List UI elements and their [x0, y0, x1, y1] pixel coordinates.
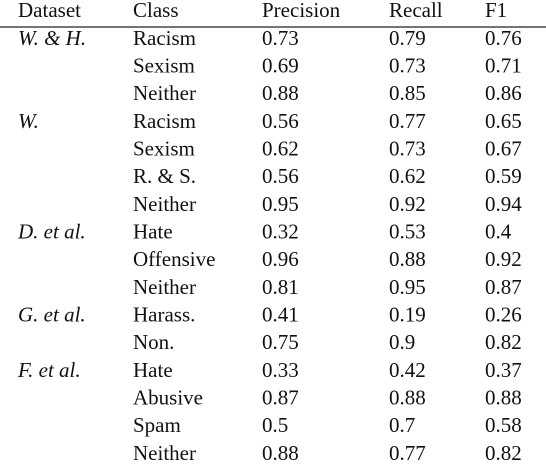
metric-cell: 0.19: [389, 303, 426, 327]
class-cell: Spam: [133, 413, 181, 437]
metric-cell: 0.88: [389, 247, 426, 271]
metric-cell: 0.65: [485, 109, 522, 133]
class-cell: Neither: [133, 81, 196, 105]
metric-cell: 0.85: [389, 81, 426, 105]
metric-cell: 0.62: [389, 164, 426, 188]
metric-cell: 0.75: [262, 330, 299, 354]
metric-cell: 0.81: [262, 275, 299, 299]
metric-cell: 0.86: [485, 81, 522, 105]
metric-cell: 0.88: [262, 441, 299, 464]
dataset-cell: W. & H.: [18, 26, 86, 50]
metric-cell: 0.92: [389, 192, 426, 216]
class-cell: Non.: [133, 330, 174, 354]
metric-cell: 0.73: [389, 53, 426, 77]
class-cell: Neither: [133, 192, 196, 216]
metric-cell: 0.33: [262, 358, 299, 382]
metric-cell: 0.94: [485, 192, 522, 216]
class-cell: Offensive: [133, 247, 215, 271]
class-cell: Sexism: [133, 53, 195, 77]
header-cell: F1: [485, 0, 507, 22]
metric-cell: 0.42: [389, 358, 426, 382]
metric-cell: 0.9: [389, 330, 415, 354]
metric-cell: 0.58: [485, 413, 522, 437]
header-cell: Precision: [262, 0, 341, 22]
metric-cell: 0.41: [262, 303, 299, 327]
metric-cell: 0.88: [485, 386, 522, 410]
class-cell: Neither: [133, 275, 196, 299]
metric-cell: 0.53: [389, 220, 426, 244]
header-cell: Recall: [389, 0, 443, 22]
metric-cell: 0.82: [485, 441, 522, 464]
metric-cell: 0.79: [389, 26, 426, 50]
metric-cell: 0.87: [485, 275, 522, 299]
class-cell: Racism: [133, 26, 196, 50]
class-cell: R. & S.: [133, 164, 196, 188]
metric-cell: 0.5: [262, 413, 288, 437]
metric-cell: 0.76: [485, 26, 522, 50]
metric-cell: 0.26: [485, 303, 522, 327]
class-cell: Harass.: [133, 303, 195, 327]
class-cell: Sexism: [133, 136, 195, 160]
metric-cell: 0.37: [485, 358, 522, 382]
dataset-cell: W.: [18, 109, 39, 133]
metric-cell: 0.71: [485, 53, 522, 77]
metric-cell: 0.56: [262, 164, 299, 188]
class-cell: Abusive: [133, 386, 203, 410]
metric-cell: 0.7: [389, 413, 415, 437]
dataset-cell: G. et al.: [18, 303, 86, 327]
class-cell: Hate: [133, 358, 173, 382]
metric-cell: 0.59: [485, 164, 522, 188]
class-cell: Hate: [133, 220, 173, 244]
metric-cell: 0.92: [485, 247, 522, 271]
metric-cell: 0.96: [262, 247, 299, 271]
metric-cell: 0.56: [262, 109, 299, 133]
dataset-cell: D. et al.: [17, 220, 86, 244]
header-cell: Class: [133, 0, 179, 22]
metric-cell: 0.69: [262, 53, 299, 77]
metric-cell: 0.87: [262, 386, 299, 410]
class-cell: Neither: [133, 441, 196, 464]
dataset-cell: F. et al.: [17, 358, 81, 382]
header-cell: Dataset: [18, 0, 81, 22]
class-cell: Racism: [133, 109, 196, 133]
metric-cell: 0.62: [262, 136, 299, 160]
metric-cell: 0.88: [262, 81, 299, 105]
metric-cell: 0.32: [262, 220, 299, 244]
metric-cell: 0.77: [389, 441, 426, 464]
metric-cell: 0.82: [485, 330, 522, 354]
metric-cell: 0.73: [262, 26, 299, 50]
metric-cell: 0.95: [389, 275, 426, 299]
metric-cell: 0.77: [389, 109, 426, 133]
metric-cell: 0.73: [389, 136, 426, 160]
metric-cell: 0.4: [485, 220, 512, 244]
metric-cell: 0.67: [485, 136, 522, 160]
metric-cell: 0.95: [262, 192, 299, 216]
metric-cell: 0.88: [389, 386, 426, 410]
